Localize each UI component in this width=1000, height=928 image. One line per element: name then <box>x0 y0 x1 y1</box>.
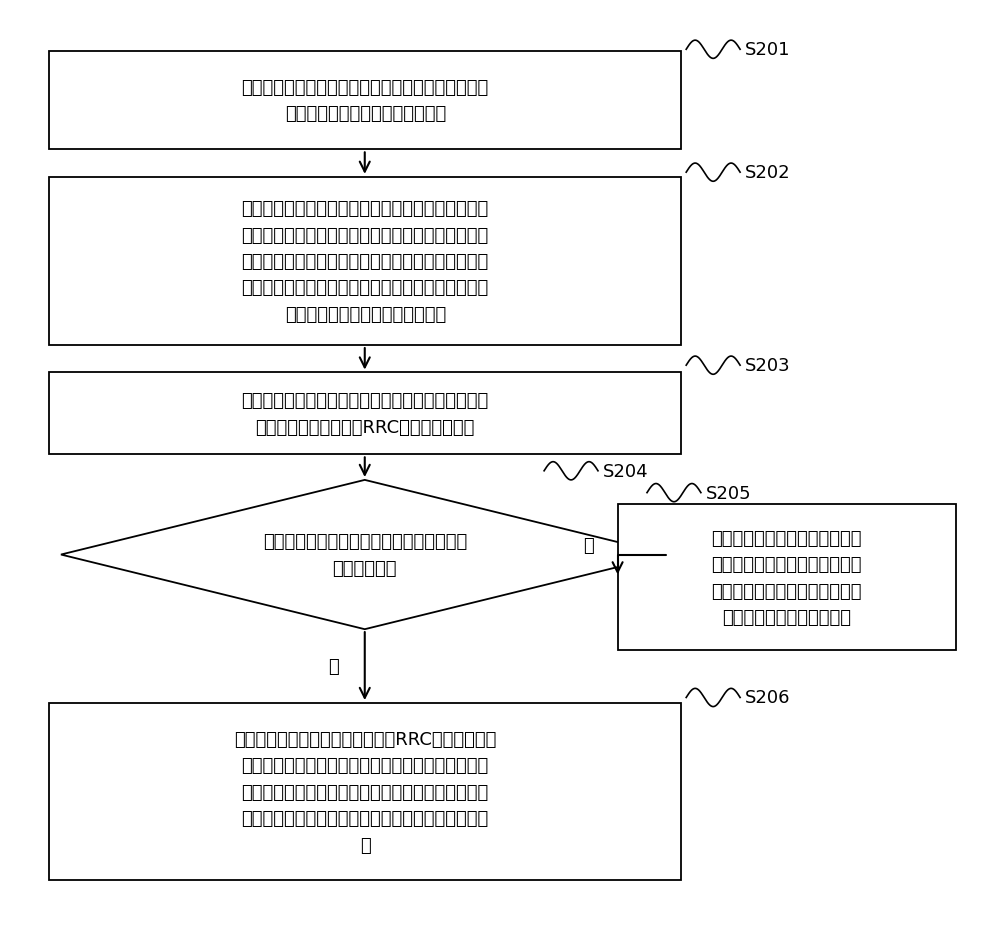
Text: 第一基站接收到第二基站发送的切换请求成功响应消
息后，向目标终端发送RRC连接重配置消息: 第一基站接收到第二基站发送的切换请求成功响应消 息后，向目标终端发送RRC连接重… <box>242 392 489 436</box>
Text: 第一基站在接收到目标终端发送的RRC连接重配置完
成消息后，向第二基站发送同步重配置修改成功通知
消息，使得第二基站接收到同步重配置修改成功通知
消息后，使用修: 第一基站在接收到目标终端发送的RRC连接重配置完 成消息后，向第二基站发送同步重… <box>234 730 496 854</box>
Text: 第二基站接收到第一基站发送的条件同步重配置信息
的切换请求消息后，根据该消息修改第二基站保存的
该目标终端的条件同步重配置信息，并向第一基站发
送切换请求成功响: 第二基站接收到第一基站发送的条件同步重配置信息 的切换请求消息后，根据该消息修改… <box>242 200 489 323</box>
Text: 否: 否 <box>583 537 594 555</box>
Polygon shape <box>61 481 669 629</box>
Bar <box>49 52 681 150</box>
Bar <box>49 373 681 455</box>
Bar <box>49 177 681 346</box>
Text: 第一基站是否成功通知目标终端修改条件同
步重配置信息: 第一基站是否成功通知目标终端修改条件同 步重配置信息 <box>263 533 467 577</box>
Bar <box>49 703 681 881</box>
Text: 第一基站向第二基站发送同步重
配置修改失败通知消息，使得第
二基站恢复使用修改前的该目标
终端的条件同步重配置信息: 第一基站向第二基站发送同步重 配置修改失败通知消息，使得第 二基站恢复使用修改前… <box>711 529 862 626</box>
Bar <box>618 505 956 651</box>
Text: S205: S205 <box>706 484 751 502</box>
Text: 第一基站向第二基站发送用于请求修改目标终端的条
件同步重配置信息的切换请求消息: 第一基站向第二基站发送用于请求修改目标终端的条 件同步重配置信息的切换请求消息 <box>242 79 489 123</box>
Text: S203: S203 <box>745 356 791 375</box>
Text: S201: S201 <box>745 41 790 59</box>
Text: 是: 是 <box>328 657 339 675</box>
Text: S206: S206 <box>745 689 790 707</box>
Text: S202: S202 <box>745 164 791 182</box>
Text: S204: S204 <box>603 462 649 481</box>
